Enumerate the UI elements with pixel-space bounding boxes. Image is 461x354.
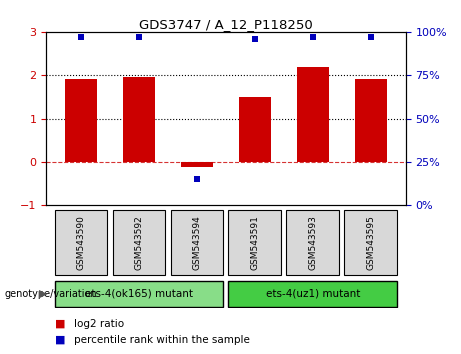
- Bar: [181, 162, 213, 167]
- Bar: [171, 210, 223, 275]
- Text: ets-4(uz1) mutant: ets-4(uz1) mutant: [266, 289, 360, 299]
- Text: ets-4(ok165) mutant: ets-4(ok165) mutant: [85, 289, 193, 299]
- Bar: [229, 210, 281, 275]
- Bar: [229, 280, 397, 307]
- Text: GSM543592: GSM543592: [135, 215, 143, 270]
- Bar: [344, 210, 397, 275]
- Text: genotype/variation: genotype/variation: [5, 289, 97, 299]
- Bar: [65, 79, 97, 162]
- Text: GSM543593: GSM543593: [308, 215, 317, 270]
- Bar: [286, 210, 339, 275]
- Text: log2 ratio: log2 ratio: [74, 319, 124, 329]
- Bar: [54, 210, 107, 275]
- Text: GSM543595: GSM543595: [366, 215, 375, 270]
- Text: ■: ■: [55, 335, 66, 345]
- Text: ■: ■: [55, 319, 66, 329]
- Bar: [123, 78, 155, 162]
- Text: GSM543594: GSM543594: [192, 215, 201, 270]
- Title: GDS3747 / A_12_P118250: GDS3747 / A_12_P118250: [139, 18, 313, 31]
- Bar: [239, 97, 271, 162]
- Text: ▶: ▶: [39, 289, 47, 299]
- Bar: [112, 210, 165, 275]
- Text: percentile rank within the sample: percentile rank within the sample: [74, 335, 250, 345]
- Text: GSM543590: GSM543590: [77, 215, 85, 270]
- Bar: [355, 79, 387, 162]
- Text: GSM543591: GSM543591: [250, 215, 260, 270]
- Bar: [297, 67, 329, 162]
- Bar: [54, 280, 223, 307]
